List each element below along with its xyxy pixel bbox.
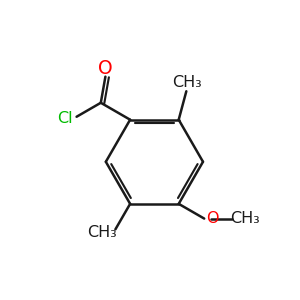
Text: O: O <box>98 59 113 78</box>
Text: CH₃: CH₃ <box>172 75 202 90</box>
Text: CH₃: CH₃ <box>231 211 260 226</box>
Text: CH₃: CH₃ <box>87 225 117 240</box>
Text: Cl: Cl <box>58 111 73 126</box>
Text: O: O <box>207 211 219 226</box>
